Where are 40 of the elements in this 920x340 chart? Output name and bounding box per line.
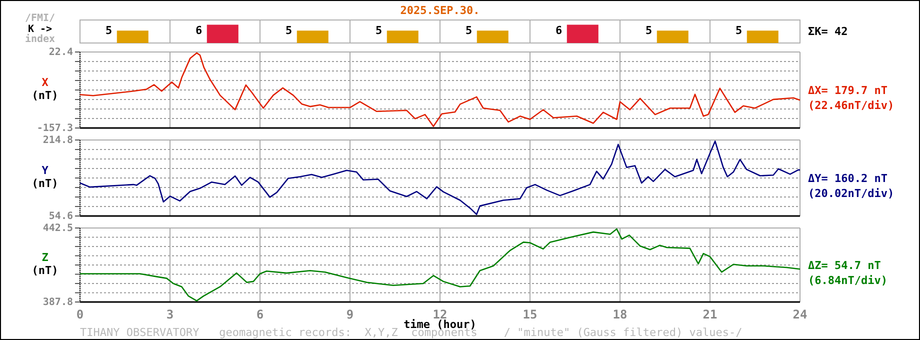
data-label: 5 bbox=[285, 24, 292, 37]
text: ΔZ= 54.7 nT bbox=[808, 259, 882, 272]
text: ΔY= 160.2 nT bbox=[808, 172, 888, 185]
line-series bbox=[79, 52, 801, 128]
x-tick-label: 6 bbox=[256, 308, 264, 322]
x-tick-label: 21 bbox=[702, 308, 718, 322]
x-tick-label: 24 bbox=[792, 308, 808, 322]
text: /FMI/ bbox=[24, 13, 56, 24]
text: (6.84nT/div) bbox=[808, 274, 888, 287]
data-label: 6 bbox=[195, 24, 202, 37]
y-tick-label: -157.3 bbox=[36, 123, 73, 134]
y-axis-title: Y (nT) bbox=[32, 164, 58, 190]
chart-title: 2025.SEP.30. bbox=[400, 4, 480, 17]
text: ΔX= 179.7 nT bbox=[808, 84, 888, 97]
data-label: 5 bbox=[645, 24, 652, 37]
y-tick-label: 22.4 bbox=[48, 47, 73, 58]
text: index bbox=[24, 33, 56, 45]
line-series bbox=[79, 228, 801, 302]
data-label: 5 bbox=[465, 24, 472, 37]
text: (22.46nT/div) bbox=[808, 99, 894, 112]
x-tick-label: 0 bbox=[76, 308, 84, 322]
data-label: 5 bbox=[735, 24, 742, 37]
y-axis-title: K -> bbox=[28, 24, 52, 35]
y-tick-label: 54.6 bbox=[48, 211, 73, 222]
y-axis-title: X (nT) bbox=[32, 76, 58, 102]
x-tick-label: 3 bbox=[166, 308, 174, 322]
text: ΣK= 42 bbox=[808, 25, 848, 38]
text: (20.02nT/div) bbox=[808, 187, 894, 200]
y-tick-label: 387.8 bbox=[42, 297, 73, 308]
data-label: 6 bbox=[555, 24, 562, 37]
data-label: 5 bbox=[105, 24, 112, 37]
line-series bbox=[79, 140, 801, 216]
x-tick-label: 9 bbox=[346, 308, 354, 322]
x-tick-label: 15 bbox=[522, 308, 538, 322]
x-tick-label: 18 bbox=[612, 308, 628, 322]
y-tick-label: 442.5 bbox=[42, 223, 73, 234]
y-axis-title: Z (nT) bbox=[32, 251, 58, 277]
y-tick-label: 214.8 bbox=[42, 135, 73, 146]
x-axis-title: time (hour) bbox=[404, 318, 476, 331]
data-label: 5 bbox=[375, 24, 382, 37]
